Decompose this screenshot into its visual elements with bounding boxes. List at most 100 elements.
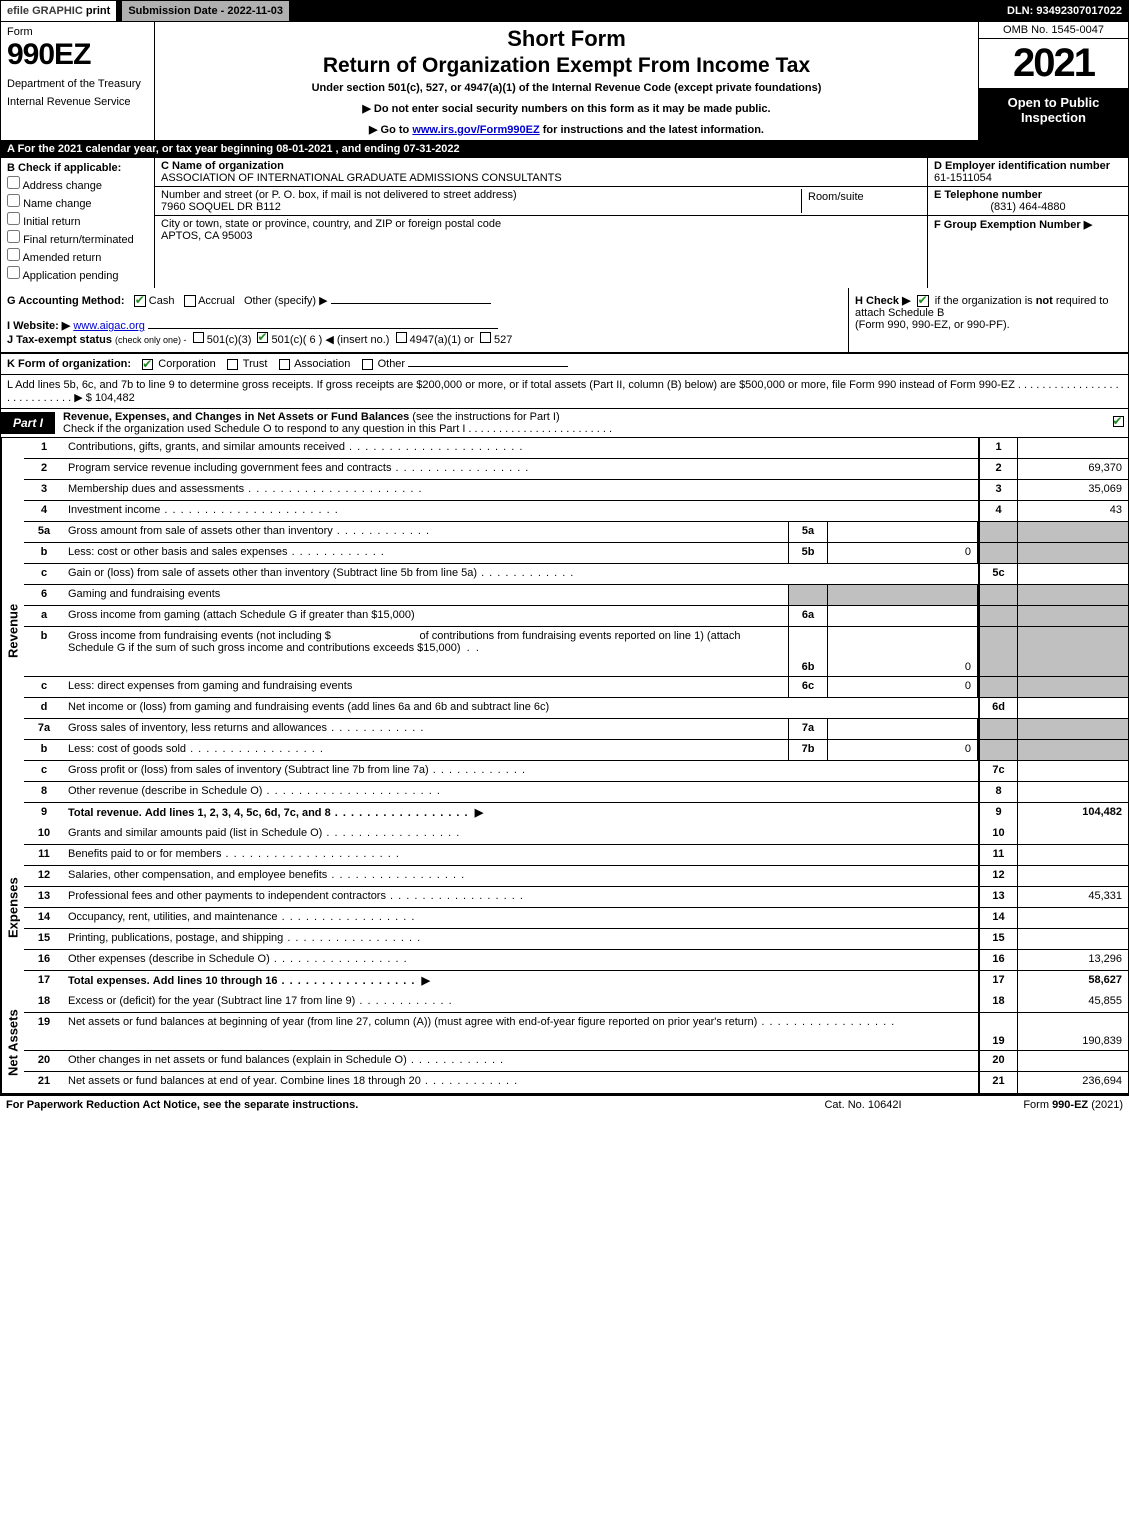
line-amount: 69,370 [1018, 459, 1128, 479]
room-suite: Room/suite [801, 189, 921, 213]
line-desc: Grants and similar amounts paid (list in… [64, 824, 978, 844]
line-num: c [24, 677, 64, 697]
line-6b: b Gross income from fundraising events (… [24, 627, 1128, 677]
phone-label: E Telephone number [934, 189, 1042, 201]
header-center: Short Form Return of Organization Exempt… [155, 22, 978, 140]
checkbox-pending[interactable] [7, 266, 20, 279]
ein-value: 61-1511054 [934, 172, 992, 184]
line-5c: c Gain or (loss) from sale of assets oth… [24, 564, 1128, 585]
chk-accrual[interactable] [184, 295, 196, 307]
chk-cash[interactable] [134, 295, 146, 307]
chk-other-org[interactable] [362, 359, 373, 370]
line-desc: Professional fees and other payments to … [64, 887, 978, 907]
efile-label[interactable]: efile GRAPHIC print [1, 1, 116, 21]
website-link[interactable]: www.aigac.org [73, 320, 145, 332]
website-underline [148, 328, 498, 329]
line-ref: 8 [978, 782, 1018, 802]
line-num: b [24, 740, 64, 760]
address-label: Number and street (or P. O. box, if mail… [161, 189, 517, 201]
expenses-section: Expenses 10 Grants and similar amounts p… [0, 824, 1129, 992]
address-cell: Number and street (or P. O. box, if mail… [155, 187, 927, 216]
row-i-label: I Website: ▶ [7, 320, 70, 332]
expenses-lines: 10 Grants and similar amounts paid (list… [24, 824, 1128, 992]
line-ref: 16 [978, 950, 1018, 970]
row-l-text: L Add lines 5b, 6c, and 7b to line 9 to … [7, 379, 1015, 391]
short-form-title: Short Form [163, 26, 970, 52]
dln-label: DLN: 93492307017022 [1001, 1, 1128, 21]
chk-initial-return[interactable]: Initial return [7, 212, 148, 228]
line-20: 20 Other changes in net assets or fund b… [24, 1051, 1128, 1072]
section-bcdef: B Check if applicable: Address change Na… [0, 158, 1129, 288]
chk-trust[interactable] [227, 359, 238, 370]
chk-schedule-o[interactable] [1113, 416, 1124, 427]
address-value: 7960 SOQUEL DR B112 [161, 201, 281, 213]
line-desc: Less: cost of goods sold [64, 740, 788, 760]
row-gh: G Accounting Method: Cash Accrual Other … [0, 288, 1129, 353]
line-15: 15 Printing, publications, postage, and … [24, 929, 1128, 950]
line-ref: 20 [978, 1051, 1018, 1071]
line-num: 4 [24, 501, 64, 521]
line-desc: Other expenses (describe in Schedule O) [64, 950, 978, 970]
line-ref-grey [978, 719, 1018, 739]
chk-final-return[interactable]: Final return/terminated [7, 230, 148, 246]
other-specify-input[interactable] [331, 303, 491, 304]
dept-irs: Internal Revenue Service [7, 96, 148, 108]
phone-cell: E Telephone number (831) 464-4880 [928, 187, 1128, 216]
checkbox-address[interactable] [7, 176, 20, 189]
line-5a: 5a Gross amount from sale of assets othe… [24, 522, 1128, 543]
checkbox-final[interactable] [7, 230, 20, 243]
line-4: 4 Investment income 4 43 [24, 501, 1128, 522]
line-10: 10 Grants and similar amounts paid (list… [24, 824, 1128, 845]
line-num: 7a [24, 719, 64, 739]
line-ref: 4 [978, 501, 1018, 521]
part-1-main: Revenue, Expenses, and Changes in Net As… [63, 411, 409, 423]
chk-amended-return[interactable]: Amended return [7, 248, 148, 264]
sub-ref: 7b [788, 740, 828, 760]
checkbox-name[interactable] [7, 194, 20, 207]
city-value: APTOS, CA 95003 [161, 230, 253, 242]
open-inspection: Open to Public Inspection [979, 89, 1128, 140]
footer-left: For Paperwork Reduction Act Notice, see … [6, 1099, 763, 1111]
line-desc: Salaries, other compensation, and employ… [64, 866, 978, 886]
line-desc: Other revenue (describe in Schedule O) [64, 782, 978, 802]
irs-link[interactable]: www.irs.gov/Form990EZ [412, 124, 539, 136]
chk-501c[interactable]: ✔ [257, 332, 268, 343]
line-13: 13 Professional fees and other payments … [24, 887, 1128, 908]
sub-ref: 6c [788, 677, 828, 697]
line-desc: Net income or (loss) from gaming and fun… [64, 698, 978, 718]
chk-name-change[interactable]: Name change [7, 194, 148, 210]
line-19: 19 Net assets or fund balances at beginn… [24, 1013, 1128, 1051]
submission-date: Submission Date - 2022-11-03 [120, 1, 291, 21]
other-org-input[interactable] [408, 366, 568, 367]
chk-501c3[interactable] [193, 332, 204, 343]
chk-4947[interactable] [396, 332, 407, 343]
sub-ref: 6a [788, 606, 828, 626]
chk-address-change[interactable]: Address change [7, 176, 148, 192]
line-desc: Net assets or fund balances at end of ye… [64, 1072, 978, 1093]
chk-application-pending[interactable]: Application pending [7, 266, 148, 282]
line-ref: 11 [978, 845, 1018, 865]
chk-527[interactable] [480, 332, 491, 343]
line-num: 3 [24, 480, 64, 500]
line-amount: 45,855 [1018, 992, 1128, 1012]
line-amount [1018, 845, 1128, 865]
chk-corporation[interactable] [142, 359, 153, 370]
checkbox-initial[interactable] [7, 212, 20, 225]
checkbox-amended[interactable] [7, 248, 20, 261]
city-cell: City or town, state or province, country… [155, 216, 927, 288]
line-desc: Printing, publications, postage, and shi… [64, 929, 978, 949]
line-amount-grey [1018, 522, 1128, 542]
line-desc: Total revenue. Add lines 1, 2, 3, 4, 5c,… [64, 803, 978, 824]
line-amount: 35,069 [1018, 480, 1128, 500]
expenses-sidelabel: Expenses [1, 824, 24, 992]
chk-schedule-b[interactable] [917, 295, 929, 307]
revenue-sidelabel: Revenue [1, 438, 24, 824]
sub-ref: 5b [788, 543, 828, 563]
column-b: B Check if applicable: Address change Na… [1, 158, 155, 288]
netassets-section: Net Assets 18 Excess or (deficit) for th… [0, 992, 1129, 1094]
chk-association[interactable] [279, 359, 290, 370]
efile-print[interactable]: print [86, 5, 110, 17]
ein-cell: D Employer identification number 61-1511… [928, 158, 1128, 187]
line-num: b [24, 627, 64, 676]
line-num: 5a [24, 522, 64, 542]
